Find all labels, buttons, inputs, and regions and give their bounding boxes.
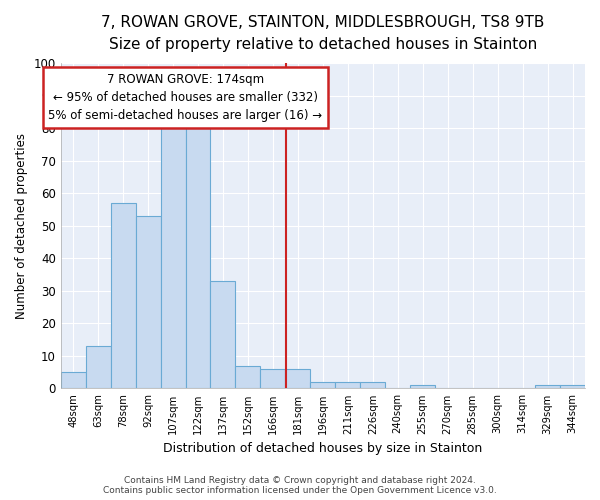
Bar [235,366,260,388]
X-axis label: Distribution of detached houses by size in Stainton: Distribution of detached houses by size … [163,442,482,455]
Bar [260,369,286,388]
Title: 7, ROWAN GROVE, STAINTON, MIDDLESBROUGH, TS8 9TB
Size of property relative to de: 7, ROWAN GROVE, STAINTON, MIDDLESBROUGH,… [101,15,545,52]
Bar [335,382,360,388]
Bar [560,385,585,388]
Bar [61,372,86,388]
Bar [410,385,435,388]
Bar [110,203,136,388]
Bar [360,382,385,388]
Y-axis label: Number of detached properties: Number of detached properties [15,133,28,319]
Bar [310,382,335,388]
Bar [161,122,185,388]
Text: Contains HM Land Registry data © Crown copyright and database right 2024.
Contai: Contains HM Land Registry data © Crown c… [103,476,497,495]
Bar [86,346,110,389]
Bar [535,385,560,388]
Bar [211,281,235,388]
Bar [185,125,211,388]
Bar [286,369,310,388]
Bar [136,216,161,388]
Text: 7 ROWAN GROVE: 174sqm
← 95% of detached houses are smaller (332)
5% of semi-deta: 7 ROWAN GROVE: 174sqm ← 95% of detached … [49,73,323,122]
